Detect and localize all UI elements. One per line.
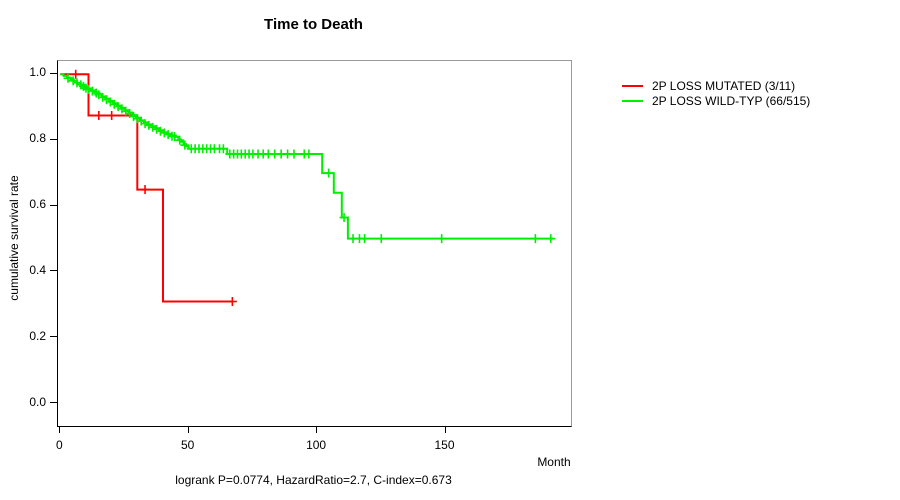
chart-title: Time to Death (264, 16, 363, 33)
x-axis-label: Month (537, 455, 571, 469)
x-tick (444, 426, 446, 433)
y-tick (50, 336, 57, 338)
legend-row-wild-typ: 2P LOSS WILD-TYP (66/515) (622, 93, 810, 108)
x-tick (187, 426, 189, 433)
y-tick (50, 204, 57, 206)
y-tick (50, 270, 57, 272)
y-tick-label: 1.0 (29, 65, 46, 80)
x-tick-label: 50 (181, 438, 195, 452)
y-tick (50, 72, 57, 74)
censor-marks-wild-typ (63, 73, 556, 244)
stats-caption: logrank P=0.0774, HazardRatio=2.7, C-ind… (175, 473, 452, 487)
x-tick-label: 100 (306, 438, 327, 452)
y-tick-label: 0.2 (29, 328, 46, 343)
x-tick (59, 426, 61, 433)
y-tick (50, 138, 57, 140)
x-tick-label: 0 (55, 438, 63, 452)
censor-marks-mutated (71, 69, 237, 307)
legend-label-wild-typ: 2P LOSS WILD-TYP (66/515) (652, 93, 811, 108)
kaplan-meier-plot (60, 69, 556, 307)
survival-curve-mutated (60, 73, 233, 303)
legend-line-wild-typ (622, 99, 643, 102)
x-tick-label: 150 (434, 438, 455, 452)
y-axis-label: cumulative survival rate (7, 175, 21, 301)
legend-line-mutated (622, 84, 643, 87)
survival-curve-wild-typ (60, 73, 554, 240)
y-tick-label: 0.6 (29, 197, 46, 212)
legend-row-mutated: 2P LOSS MUTATED (3/11) (622, 78, 810, 93)
legend-label-mutated: 2P LOSS MUTATED (3/11) (652, 78, 796, 93)
plot-area (57, 60, 572, 427)
y-tick-label: 0.4 (29, 262, 46, 277)
y-tick-label: 0.8 (29, 131, 46, 146)
legend: 2P LOSS MUTATED (3/11) 2P LOSS WILD-TYP … (622, 78, 810, 108)
y-tick (50, 402, 57, 404)
y-tick-label: 0.0 (29, 394, 46, 409)
x-tick (316, 426, 318, 433)
